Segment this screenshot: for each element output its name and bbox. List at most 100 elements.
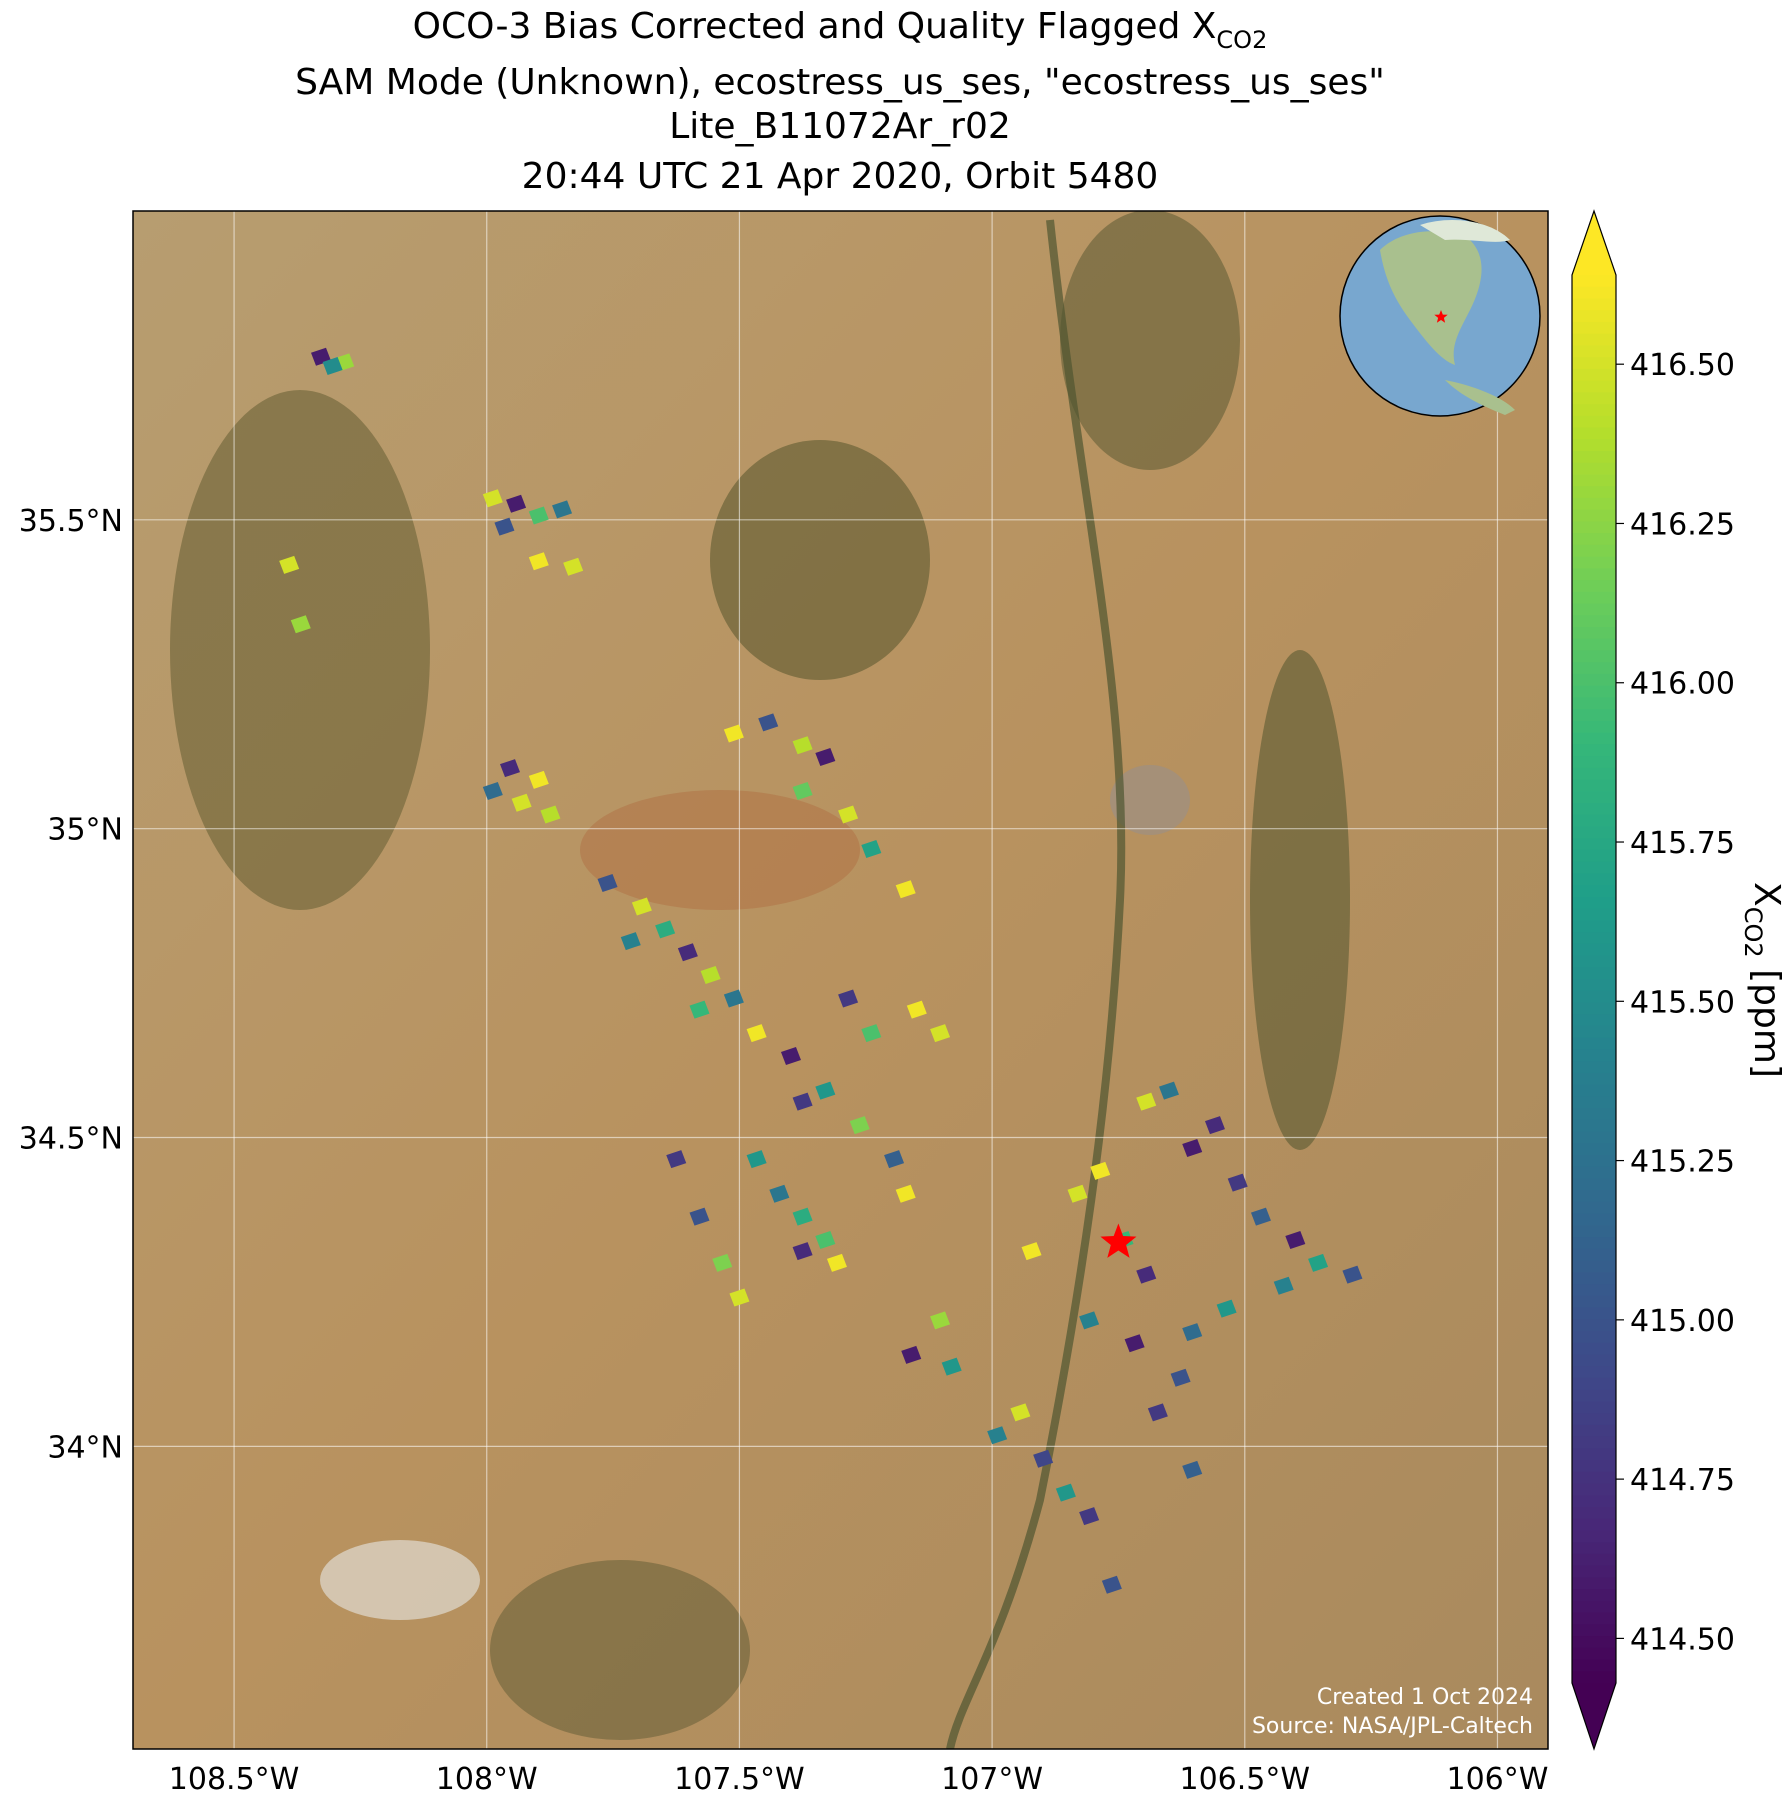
colorbar-segment (1572, 1589, 1616, 1602)
colorbar-segment (1572, 427, 1616, 440)
colorbar-segment (1572, 955, 1616, 968)
colorbar-segment (1572, 885, 1616, 898)
colorbar-segment (1572, 298, 1616, 311)
sounding-footprint (1090, 1161, 1111, 1180)
x-tick-label: 107.5°W (674, 1762, 805, 1797)
colorbar-segment (1572, 1307, 1616, 1320)
plot-area (133, 211, 1548, 1749)
sounding-footprint (746, 1024, 767, 1043)
sounding-footprint (746, 1150, 767, 1169)
sounding-footprint (861, 840, 882, 859)
sounding-footprint (552, 500, 573, 519)
sounding-footprint (769, 1184, 790, 1203)
sounding-footprint (597, 874, 618, 893)
colorbar-segment (1572, 1413, 1616, 1426)
sounding-footprint (1136, 1092, 1157, 1111)
x-tick-label: 106°W (1446, 1762, 1548, 1797)
sounding-footprint (1147, 1403, 1168, 1422)
colorbar-segment (1572, 580, 1616, 593)
colorbar-segment (1572, 756, 1616, 769)
colorbar-tick-label: 416.00 (1630, 667, 1735, 702)
sounding-footprint (792, 736, 813, 755)
colorbar-segment (1572, 767, 1616, 781)
sounding-footprint (1250, 1207, 1271, 1226)
colorbar-segment (1572, 1295, 1616, 1309)
colorbar-segment (1572, 345, 1616, 358)
colorbar-extend-min (1572, 1683, 1616, 1749)
colorbar-segment (1572, 380, 1616, 393)
colorbar-segment (1572, 967, 1616, 980)
colorbar-segment (1572, 1319, 1616, 1332)
colorbar-segment (1572, 990, 1616, 1004)
sounding-footprint (1010, 1403, 1031, 1422)
sounding-footprint (1182, 1139, 1203, 1158)
sounding-footprint (689, 1207, 710, 1226)
colorbar-segment (1572, 368, 1616, 382)
sounding-footprint (901, 1345, 922, 1364)
sounding-footprint (1342, 1265, 1363, 1284)
colorbar-segment (1572, 720, 1616, 734)
sounding-footprint (826, 1253, 847, 1272)
colorbar-segment (1572, 1131, 1616, 1144)
colorbar-segment (1572, 556, 1616, 569)
credit: Created 1 Oct 2024 (1317, 1685, 1533, 1710)
colorbar-segment (1572, 509, 1616, 522)
x-tick-label: 107°W (941, 1762, 1043, 1797)
colorbar-segment (1572, 662, 1616, 675)
y-tick-label: 35.5°N (19, 504, 123, 539)
colorbar-segment (1572, 1495, 1616, 1508)
colorbar-segment (1572, 1201, 1616, 1215)
sounding-footprint (792, 1242, 813, 1261)
colorbar-segment (1572, 1260, 1616, 1273)
sounding-footprint (780, 1046, 801, 1065)
sounding-footprint (1273, 1276, 1294, 1295)
title-line: Lite_B11072Ar_r02 (669, 106, 1011, 147)
colorbar-segment (1572, 544, 1616, 558)
colorbar-segment (1572, 533, 1616, 546)
colorbar-segment (1572, 286, 1616, 300)
colorbar-segment (1572, 791, 1616, 804)
colorbar-label-text: X (1746, 882, 1787, 907)
colorbar-segment (1572, 1331, 1616, 1344)
colorbar-segment (1572, 896, 1616, 910)
colorbar-tick-label: 415.50 (1630, 985, 1735, 1020)
colorbar-segment (1572, 1377, 1616, 1391)
colorbar-segment (1572, 732, 1616, 745)
sounding-footprint (506, 494, 527, 513)
colorbar-segment (1572, 1072, 1616, 1086)
sounding-footprint (1204, 1116, 1225, 1135)
sounding-footprint (849, 1116, 870, 1135)
colorbar-segment (1572, 603, 1616, 616)
sounding-footprint (723, 989, 744, 1008)
sounding-footprint (290, 615, 311, 634)
y-tick-label: 34.5°N (19, 1122, 123, 1157)
colorbar-segment (1572, 814, 1616, 828)
title-line: 20:44 UTC 21 Apr 2020, Orbit 5480 (522, 156, 1159, 197)
sounding-footprint (758, 713, 779, 732)
colorbar-segment (1572, 521, 1616, 534)
colorbar-segment (1572, 1342, 1616, 1356)
sounding-footprint (1182, 1460, 1203, 1479)
sounding-footprint (1124, 1334, 1145, 1353)
colorbar-segment (1572, 685, 1616, 698)
colorbar-tick-label: 416.50 (1630, 348, 1735, 383)
colorbar-segment (1572, 1248, 1616, 1262)
colorbar-segment (1572, 979, 1616, 992)
sounding-footprint (322, 357, 343, 376)
sounding-footprint (499, 759, 520, 778)
sounding-footprint (815, 1231, 836, 1250)
colorbar-segment (1572, 803, 1616, 816)
colorbar-segment (1572, 1624, 1616, 1637)
sounding-footprint (1101, 1575, 1122, 1594)
sounding-footprint (631, 897, 652, 916)
colorbar-segment (1572, 474, 1616, 487)
colorbar-segment (1572, 615, 1616, 628)
colorbar-segment (1572, 591, 1616, 605)
colorbar-segment (1572, 673, 1616, 687)
colorbar-segment (1572, 650, 1616, 663)
sounding-footprint (815, 748, 836, 767)
colorbar-segment (1572, 1025, 1616, 1039)
colorbar-segment (1572, 1237, 1616, 1250)
colorbar-segment (1572, 462, 1616, 476)
